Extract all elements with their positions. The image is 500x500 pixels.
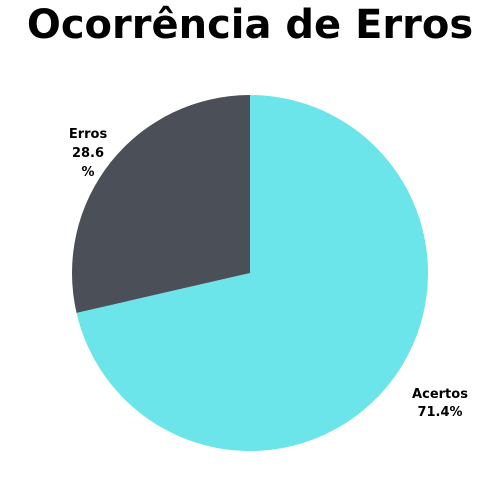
chart-title: Ocorrência de Erros [26,2,474,48]
pie-slices [71,95,429,451]
slice-label-erros-name: Erros [69,127,108,142]
pie-slice-erros [71,95,250,313]
slice-label-erros-unit: % [81,165,94,180]
slice-label-acertos-value: 71.4% [417,405,462,420]
slice-label-acertos-name: Acertos [412,387,468,402]
pie-slice-acertos [76,95,429,451]
slice-label-erros-value: 28.6 [72,146,104,161]
